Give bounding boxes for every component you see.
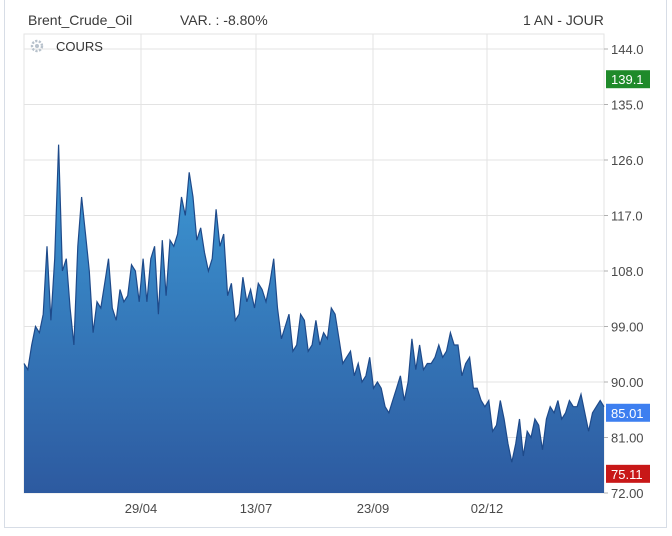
symbol-label[interactable]: Brent_Crude_Oil [28, 12, 133, 28]
variation-label: VAR. : -8.80% [180, 12, 268, 28]
legend-label: COURS [56, 39, 103, 54]
series-area [23, 144, 605, 493]
high-price-tag: 139.1 [606, 70, 650, 89]
y-tick-label: 81.00 [611, 431, 644, 446]
price-tags: 139.1 85.01 75.11 [606, 70, 650, 483]
x-tick-label: 13/07 [240, 501, 273, 516]
y-tick-label: 144.0 [611, 42, 644, 57]
low-price-tag: 75.11 [606, 464, 650, 483]
y-tick-label: 108.0 [611, 264, 644, 279]
x-axis: 29/04 13/07 23/09 02/12 [125, 501, 504, 516]
y-tick-label: 126.0 [611, 153, 644, 168]
high-price-tag-label: 139.1 [611, 72, 644, 87]
y-tick-label: 117.0 [611, 209, 643, 224]
low-price-tag-label: 75.11 [611, 467, 643, 482]
gear-icon[interactable] [30, 39, 44, 53]
y-tick-label: 90.00 [611, 375, 644, 390]
y-tick-label: 135.0 [611, 98, 644, 113]
y-tick-label: 72.00 [611, 486, 644, 501]
current-price-tag-label: 85.01 [611, 406, 644, 421]
current-price-tag: 85.01 [606, 403, 650, 422]
x-tick-label: 02/12 [471, 501, 504, 516]
price-area [24, 144, 604, 493]
price-line [23, 144, 605, 463]
y-tick-label: 99.00 [611, 320, 644, 335]
y-axis: 144.0 135.0 126.0 117.0 108.0 99.00 90.00 81.00… [604, 42, 644, 501]
legend: COURS [30, 39, 103, 54]
chart-header: Brent_Crude_Oil VAR. : -8.80% 1 AN - JOU… [0, 0, 672, 36]
x-tick-label: 23/09 [357, 501, 390, 516]
x-tick-label: 29/04 [125, 501, 158, 516]
period-selector[interactable]: 1 AN - JOUR [523, 12, 604, 28]
